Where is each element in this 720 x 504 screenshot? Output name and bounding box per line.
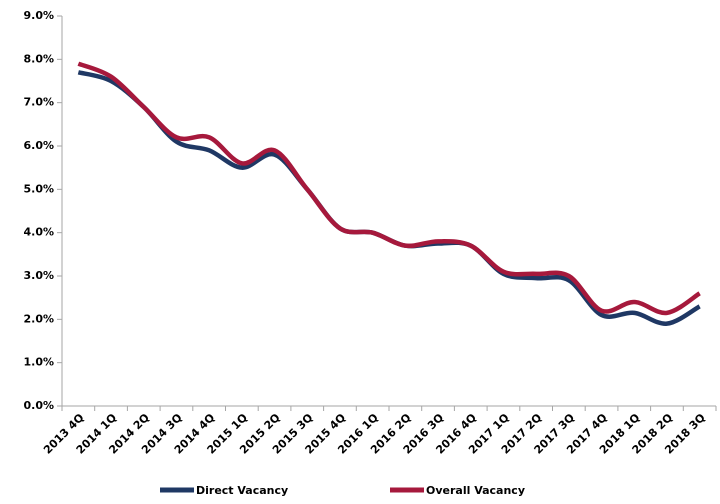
y-tick-label: 6.0% (23, 139, 54, 152)
series-line (77, 61, 701, 316)
y-tick-label: 4.0% (23, 226, 54, 239)
y-tick-label: 9.0% (23, 9, 54, 22)
y-tick-label: 3.0% (23, 269, 54, 282)
y-tick-label: 1.0% (23, 356, 54, 369)
series-line (77, 70, 701, 326)
legend-label: Direct Vacancy (196, 484, 288, 497)
y-tick-label: 0.0% (23, 399, 54, 412)
y-tick-label: 7.0% (23, 96, 54, 109)
y-tick-label: 8.0% (23, 52, 54, 65)
y-tick-label: 5.0% (23, 182, 54, 195)
y-tick-label: 2.0% (23, 312, 54, 325)
legend-label: Overall Vacancy (426, 484, 525, 497)
